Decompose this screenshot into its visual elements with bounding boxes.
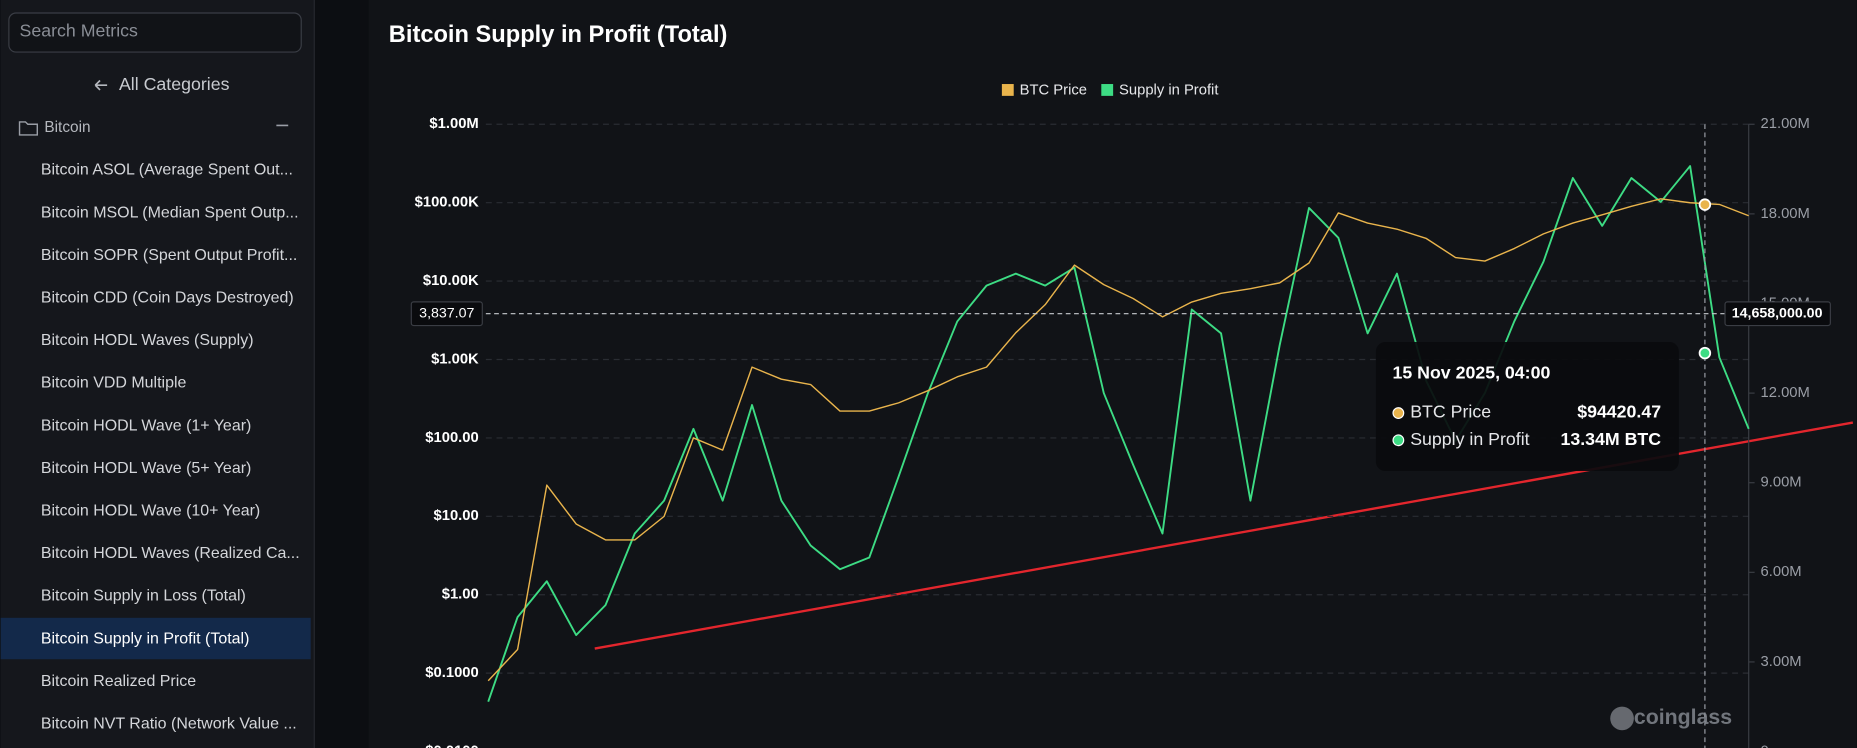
y-tick-label: $1.00: [442, 587, 479, 603]
category-label[interactable]: Bitcoin: [44, 119, 90, 136]
tooltip: 15 Nov 2025, 04:00 BTC Price $94420.47 Supp…: [1375, 342, 1679, 472]
back-link[interactable]: All Categories: [119, 74, 230, 94]
watermark: coinglass: [1634, 705, 1732, 729]
sidebar-item[interactable]: Bitcoin NVT Ratio (Network Value ...: [41, 716, 297, 733]
y-tick-label: $0.0100: [425, 743, 478, 748]
y-tick-label: $100.00: [425, 430, 478, 446]
y-tick-label: $10.00: [434, 508, 479, 524]
sidebar-item[interactable]: Bitcoin HODL Wave (5+ Year): [41, 460, 252, 477]
y-tick-label: $1.00M: [429, 116, 478, 132]
legend-label[interactable]: Supply in Profit: [1119, 82, 1218, 98]
folder-icon: [18, 121, 39, 136]
tooltip-name: BTC Price: [1410, 402, 1491, 422]
chart-title: Bitcoin Supply in Profit (Total): [389, 22, 728, 48]
hover-dot: [1698, 346, 1712, 360]
tooltip-box: [1375, 342, 1679, 472]
crosshair-y2-box: [1724, 301, 1831, 327]
watermark-icon: [1610, 706, 1634, 731]
sidebar-item[interactable]: Bitcoin VDD Multiple: [41, 375, 187, 392]
tooltip-dot: [1392, 434, 1405, 447]
sidebar-item[interactable]: Bitcoin HODL Waves (Supply): [41, 332, 254, 349]
y2-tick-label: 0: [1761, 743, 1769, 748]
sidebar-item[interactable]: Bitcoin Supply in Loss (Total): [41, 588, 246, 605]
y2-tick-label: 18.00M: [1761, 206, 1810, 222]
sidebar-item[interactable]: Bitcoin HODL Waves (Realized Ca...: [41, 545, 300, 562]
sidebar-item[interactable]: Bitcoin Realized Price: [41, 673, 196, 690]
legend-swatch: [1101, 84, 1114, 96]
y-tick-label: $1.00K: [431, 351, 479, 367]
sidebar-item[interactable]: Bitcoin CDD (Coin Days Destroyed): [41, 289, 294, 306]
crosshair-y-label: 3,837.07: [419, 305, 474, 321]
y-tick-label: $10.00K: [423, 273, 479, 289]
sidebar-content: Search Metrics All Categories Bitcoin Bi…: [0, 12, 311, 733]
crosshair-y2-label: 14,658,000.00: [1732, 305, 1823, 321]
sidebar-item[interactable]: Bitcoin ASOL (Average Spent Out...: [41, 162, 293, 179]
y2-tick-label: 21.00M: [1761, 116, 1810, 132]
tooltip-title: 15 Nov 2025, 04:00: [1392, 363, 1550, 383]
tooltip-dot: [1392, 407, 1405, 419]
search-placeholder: Search Metrics: [20, 21, 138, 41]
legend-label[interactable]: BTC Price: [1020, 82, 1087, 98]
y-tick-label: $0.1000: [425, 665, 478, 681]
back-arrow: [94, 79, 108, 91]
tooltip-value: $94420.47: [1577, 402, 1661, 422]
y2-tick-label: 9.00M: [1761, 475, 1802, 491]
plot: [487, 165, 1750, 703]
sidebar-item[interactable]: Bitcoin HODL Wave (1+ Year): [41, 417, 252, 434]
y2-tick-label: 3.00M: [1761, 654, 1802, 670]
sidebar-item[interactable]: Bitcoin Supply in Profit (Total): [41, 630, 250, 647]
tooltip-value: 13.34M BTC: [1560, 429, 1661, 449]
legend-swatch: [1001, 84, 1014, 96]
tooltip-name: Supply in Profit: [1410, 429, 1529, 449]
sidebar-item[interactable]: Bitcoin MSOL (Median Spent Outp...: [41, 204, 299, 221]
sidebar-item[interactable]: Bitcoin HODL Wave (10+ Year): [41, 503, 260, 520]
y2-tick-label: 6.00M: [1761, 564, 1802, 580]
series-line: [487, 198, 1749, 682]
hover-dot: [1698, 198, 1712, 211]
crosshair-y-box: [410, 301, 483, 327]
selected-item-bg: [0, 617, 311, 660]
search-box[interactable]: [8, 12, 302, 53]
series-line: [487, 165, 1750, 703]
sidebar-item[interactable]: Bitcoin SOPR (Spent Output Profit...: [41, 247, 298, 264]
y-tick-label: $100.00K: [415, 195, 479, 211]
y2-tick-label: 12.00M: [1761, 385, 1810, 401]
